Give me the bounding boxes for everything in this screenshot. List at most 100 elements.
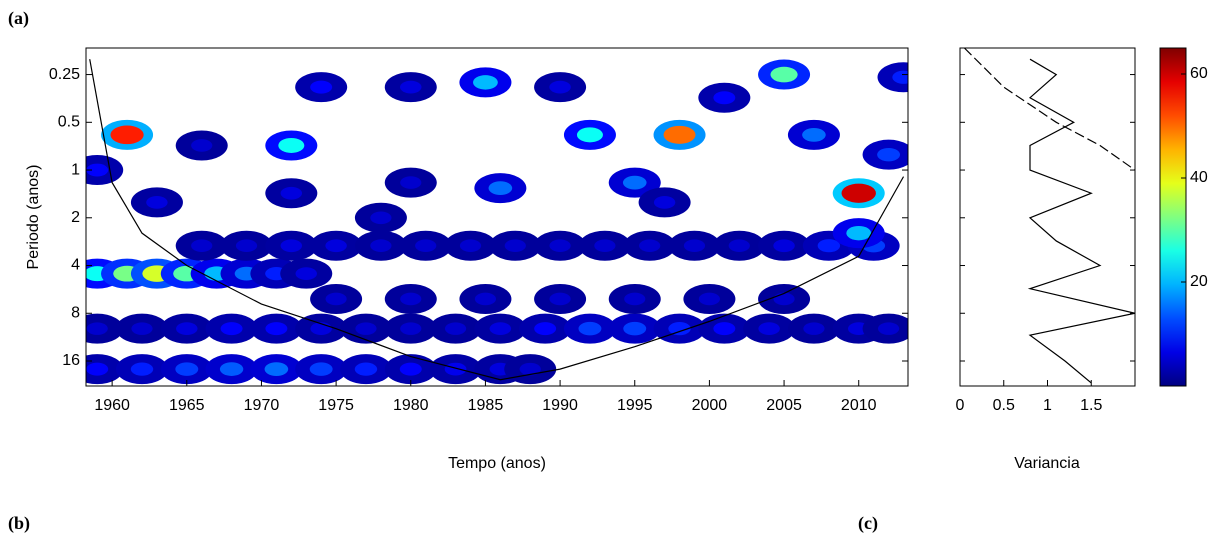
power-core [355, 322, 377, 335]
power-core [264, 362, 289, 377]
spectrum-line [963, 48, 1135, 171]
power-core [325, 239, 347, 253]
cone-of-influence [89, 59, 905, 381]
power-core [415, 239, 437, 253]
power-core [698, 292, 721, 306]
power-core [773, 239, 795, 253]
power-core [191, 239, 213, 253]
x-tick-label: 2010 [841, 397, 877, 414]
power-core [370, 211, 392, 225]
power-core [325, 292, 347, 306]
power-core [713, 91, 736, 105]
x-tick-label: 1975 [318, 397, 354, 414]
panel-label: (a) [8, 8, 29, 29]
power-core [519, 362, 541, 376]
power-core [444, 362, 467, 376]
power-core [459, 239, 482, 253]
power-core [400, 176, 422, 189]
power-core [265, 322, 288, 336]
spectrum-line [1027, 58, 1135, 384]
power-core [146, 196, 168, 209]
power-core [846, 225, 872, 241]
colorbar-tick-label: 20 [1190, 273, 1208, 290]
power-core [309, 362, 333, 376]
power-core [444, 322, 467, 335]
x-tick-label: 1.5 [1080, 397, 1102, 414]
power-core [817, 239, 841, 253]
power-core [176, 322, 198, 335]
power-core [576, 127, 603, 143]
y-tick-label: 4 [71, 257, 80, 274]
power-core [280, 186, 303, 200]
colorbar-tick-label: 60 [1190, 65, 1208, 82]
power-core [278, 137, 305, 153]
y-tick-label: 1 [71, 161, 80, 178]
panel-label: (c) [858, 513, 878, 534]
power-core [370, 239, 392, 253]
x-tick-label: 2005 [766, 397, 802, 414]
power-core [191, 139, 213, 152]
power-core [235, 239, 258, 253]
power-core [549, 292, 571, 306]
power-core [489, 322, 512, 335]
y-tick-label: 2 [71, 209, 80, 226]
x-tick-label: 2000 [692, 397, 728, 414]
power-core [663, 125, 696, 144]
y-tick-label: 0.5 [58, 114, 80, 131]
x-tick-label: 1980 [393, 397, 429, 414]
x-tick-label: 0.5 [993, 397, 1015, 414]
power-core [110, 125, 144, 145]
power-core [400, 322, 422, 335]
x-tick-label: 1960 [94, 397, 130, 414]
power-core [841, 183, 876, 203]
power-core [549, 239, 571, 253]
global-spectrum [963, 48, 1135, 384]
power-core [131, 322, 153, 335]
x-tick-label: 1 [1043, 397, 1052, 414]
power-core [639, 239, 661, 253]
x-tick-label: 1990 [542, 397, 578, 414]
power-core [399, 362, 422, 376]
power-core [713, 322, 736, 336]
y-tick-label: 8 [71, 304, 80, 321]
power-core [400, 292, 422, 306]
power-core [802, 127, 826, 142]
x-axis-label: Tempo (anos) [448, 455, 546, 472]
power-core [488, 181, 513, 196]
power-core [877, 322, 900, 335]
power-core [623, 321, 647, 336]
x-tick-label: 1985 [468, 397, 504, 414]
power-core [728, 239, 750, 253]
x-tick-label: 1995 [617, 397, 653, 414]
x-tick-label: 1965 [169, 397, 205, 414]
colorbar [1159, 47, 1187, 387]
power-core [310, 80, 333, 94]
power-core [758, 322, 780, 335]
power-core [773, 292, 795, 306]
plot-frame [959, 47, 1136, 387]
power-core [770, 66, 798, 83]
y-tick-label: 0.25 [49, 66, 80, 83]
power-core [354, 362, 378, 376]
power-core [86, 163, 109, 177]
power-core [877, 147, 901, 162]
y-axis-label: Periodo (anos) [25, 165, 42, 270]
power-core [578, 321, 602, 336]
colorbar-tick-label: 40 [1190, 169, 1208, 186]
power-core [474, 292, 497, 306]
power-core [280, 239, 303, 253]
power-core [622, 175, 647, 190]
x-tick-label: 1970 [244, 397, 280, 414]
power-core [400, 80, 422, 94]
power-core [473, 75, 498, 90]
power-core [803, 322, 825, 335]
power-core [220, 322, 243, 336]
power-core [549, 80, 571, 94]
wavelet-field [86, 59, 908, 385]
power-core [295, 267, 317, 280]
power-core [892, 70, 908, 84]
power-core [653, 196, 676, 209]
power-core [86, 322, 108, 335]
